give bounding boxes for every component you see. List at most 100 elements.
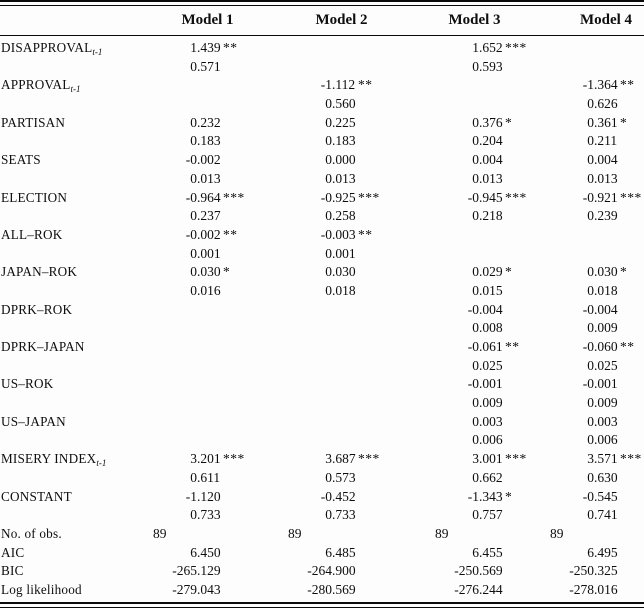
label-subscript: t-1 [96, 458, 107, 469]
stat-cell: 89 [435, 525, 449, 541]
se-cell: 0.025 [587, 357, 618, 373]
coef-cell: 3.687 *** [325, 451, 380, 467]
row-label: DPRK–JAPAN [1, 339, 85, 354]
coef-cell: -0.945 *** [467, 189, 527, 205]
column-header-model-4: Model 4 [579, 12, 633, 28]
top-double-rule [0, 0, 644, 6]
stat-label: BIC [1, 563, 24, 579]
se-cell: 0.741 [587, 507, 618, 523]
stat-cell: 6.455 [472, 544, 503, 560]
coef-cell: -1.343 * [467, 488, 513, 504]
se-cell: 0.025 [472, 357, 503, 373]
variable-se-row: 0.571 0.593 [0, 58, 644, 77]
coef-cell: 0.225 [325, 114, 356, 130]
variable-coef-row: JAPAN–ROK 0.030 * 0.030 0.029 * 0.030 * [0, 263, 644, 282]
coef-cell: -1.364 ** [582, 77, 635, 93]
coef-cell: 1.652 *** [472, 40, 527, 55]
stat-label: AIC [1, 544, 25, 560]
variable-se-row: 0.013 0.013 0.013 0.013 [0, 170, 644, 189]
stat-label: No. of obs. [1, 525, 62, 541]
row-label: US–JAPAN [1, 413, 66, 429]
variable-se-row: 0.008 0.009 [0, 319, 644, 338]
stat-cell: 89 [288, 525, 302, 541]
se-cell: 0.204 [472, 133, 503, 149]
variable-se-row: 0.016 0.018 0.015 0.018 [0, 282, 644, 301]
variable-coef-row: DPRK–ROK -0.004 -0.004 [0, 301, 644, 320]
coef-cell: -0.925 *** [320, 189, 380, 205]
variable-se-row: 0.611 0.573 0.662 0.630 [0, 469, 644, 488]
row-label: US–ROK [1, 376, 54, 392]
se-cell: 0.239 [587, 208, 618, 224]
se-cell: 0.662 [472, 469, 503, 485]
variable-se-row: 0.237 0.258 0.218 0.239 [0, 207, 644, 226]
se-cell: 0.611 [190, 469, 221, 485]
se-cell: 0.183 [190, 133, 221, 149]
coef-cell: -0.921 *** [582, 189, 642, 205]
stat-cell: -279.043 [172, 581, 221, 597]
coef-cell: 0.030 * [587, 264, 628, 280]
variable-coef-row: SEATS -0.002 0.000 0.004 0.004 [0, 151, 644, 170]
stat-cell: -278.016 [569, 581, 618, 597]
column-header-model-1: Model 1 [181, 12, 234, 28]
stat-cell: 89 [153, 525, 167, 541]
se-cell: 0.626 [587, 96, 618, 112]
variable-coef-row: US–ROK -0.001 -0.001 [0, 375, 644, 394]
coef-cell: -0.003 ** [320, 226, 373, 242]
se-cell: 0.013 [587, 170, 618, 186]
se-cell: 0.001 [325, 245, 356, 261]
coef-cell: 0.376 * [472, 114, 513, 130]
stat-cell: -280.569 [307, 581, 356, 597]
coef-cell: 0.003 [472, 413, 503, 429]
column-header-model-3: Model 3 [448, 12, 501, 28]
coef-cell: -0.001 [582, 376, 618, 392]
row-label: APPROVALt-1 [1, 77, 81, 95]
se-cell: 0.211 [587, 133, 618, 149]
coef-cell: 0.004 [587, 152, 618, 168]
coef-cell: -0.060 ** [582, 339, 635, 354]
stat-cell: -250.569 [454, 563, 503, 579]
coef-cell: 3.001 *** [472, 451, 527, 467]
coef-cell: -0.002 ** [185, 226, 238, 242]
stat-cell: -265.129 [172, 563, 221, 579]
stat-row: AIC 6.450 6.485 6.455 6.495 [0, 544, 644, 563]
se-cell: 0.560 [325, 96, 356, 112]
stat-row: BIC -265.129 -264.900 -250.569 -250.325 [0, 562, 644, 581]
coef-cell: -0.002 [185, 152, 221, 168]
se-cell: 0.016 [190, 282, 221, 298]
se-cell: 0.009 [587, 395, 618, 411]
se-cell: 0.006 [587, 432, 618, 448]
se-cell: 0.733 [325, 507, 356, 523]
se-cell: 0.018 [587, 282, 618, 298]
se-cell: 0.013 [472, 170, 503, 186]
stat-row: Log likelihood -279.043 -280.569 -276.244 -2… [0, 581, 644, 600]
stat-cell: 6.495 [587, 544, 618, 560]
se-cell: 0.571 [190, 58, 221, 74]
row-label: DISAPPROVALt-1 [1, 40, 103, 57]
row-label: JAPAN–ROK [1, 264, 78, 280]
coef-cell: 0.029 * [472, 264, 513, 280]
coef-cell: -0.004 [467, 301, 503, 317]
row-label: ELECTION [1, 189, 68, 205]
se-cell: 0.001 [190, 245, 221, 261]
column-header-model-2: Model 2 [315, 12, 368, 28]
variable-coef-row: DISAPPROVALt-1 1.439 ** 1.652 *** [0, 39, 644, 58]
table-body: DISAPPROVALt-1 1.439 ** 1.652 *** 0.571 0.593 A… [0, 36, 644, 600]
table-header-row: Model 1 Model 2 Model 3 Model 4 [0, 6, 644, 36]
variable-se-row: 0.025 0.025 [0, 357, 644, 376]
variable-se-row: 0.560 0.626 [0, 95, 644, 114]
se-cell: 0.013 [190, 170, 221, 186]
row-label: DPRK–ROK [1, 301, 73, 317]
variable-coef-row: PARTISAN 0.232 0.225 0.376 * 0.361 * [0, 114, 644, 133]
coef-cell: 0.030 [325, 264, 356, 280]
coef-cell: 0.003 [587, 413, 618, 429]
coef-cell: 0.000 [325, 152, 356, 168]
coef-cell: -1.120 [185, 488, 221, 504]
variable-coef-row: ALL–ROK -0.002 ** -0.003 ** [0, 226, 644, 245]
stat-cell: 89 [550, 525, 564, 541]
stat-cell: -264.900 [307, 563, 356, 579]
label-subscript: t-1 [92, 47, 103, 57]
coef-cell: -0.452 [320, 488, 356, 504]
se-cell: 0.733 [190, 507, 221, 523]
label-subscript: t-1 [70, 84, 81, 95]
